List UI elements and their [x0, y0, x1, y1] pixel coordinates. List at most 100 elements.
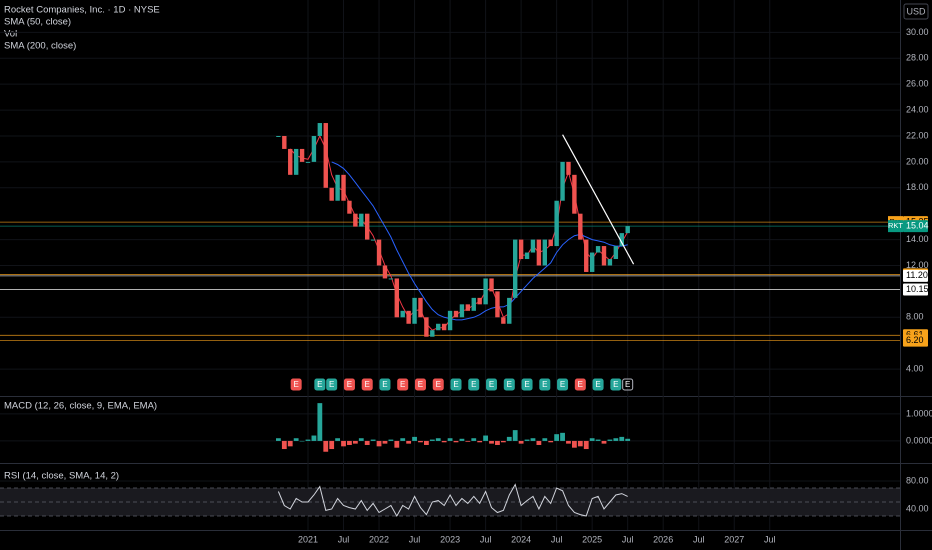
y-tick-label: 0.0000 — [906, 435, 932, 445]
earnings-label: E — [382, 380, 387, 389]
earnings-marker[interactable]: E — [397, 378, 409, 391]
macd-bar — [447, 438, 453, 441]
y-tick-label: 26.00 — [906, 79, 929, 89]
earnings-marker[interactable]: E — [314, 378, 326, 391]
candle — [513, 239, 518, 298]
macd-bar — [287, 440, 293, 447]
earnings-badge — [468, 378, 480, 391]
symbol-title[interactable]: Rocket Companies, Inc. · 1D · NYSE — [4, 5, 160, 16]
macd-bar — [293, 438, 299, 441]
macd-bar — [572, 440, 577, 448]
earnings-badge — [557, 378, 569, 391]
macd-bar — [441, 440, 447, 443]
macd-bar — [317, 403, 323, 441]
candle — [293, 148, 299, 175]
earnings-marker[interactable]: E — [539, 378, 551, 391]
earnings-marker[interactable]: E — [343, 378, 355, 391]
macd-bar — [453, 440, 459, 443]
currency[interactable]: USD — [906, 6, 926, 16]
candle — [430, 330, 435, 337]
candle — [607, 259, 613, 266]
earnings-marker[interactable]: E — [610, 378, 622, 391]
x-tick-label: Jul — [338, 534, 350, 544]
legend-entry[interactable]: Vol — [4, 29, 17, 40]
macd-bar — [607, 439, 613, 441]
earnings-badge — [432, 378, 444, 391]
candle — [536, 239, 542, 266]
candle — [388, 278, 394, 280]
price-label: 6.20 — [906, 335, 924, 345]
macd-bar — [394, 440, 400, 448]
macd-bar — [471, 438, 477, 441]
candle — [323, 123, 328, 188]
earnings-badge — [379, 378, 391, 391]
candle — [394, 278, 399, 318]
candle — [477, 297, 482, 305]
candle — [441, 323, 447, 331]
earnings-badge — [610, 378, 622, 391]
earnings-marker[interactable]: E — [450, 378, 462, 391]
candle — [282, 135, 287, 149]
y-tick-label: 22.00 — [906, 130, 929, 140]
earnings-badge — [486, 378, 498, 391]
candle — [572, 174, 577, 214]
candle — [501, 317, 506, 324]
macd-bar — [619, 436, 625, 441]
macd-bar — [400, 438, 406, 441]
candle — [436, 323, 441, 331]
earnings-marker[interactable]: E — [557, 378, 569, 391]
earnings-marker[interactable]: E — [592, 378, 604, 391]
earnings-badge — [592, 378, 604, 391]
earnings-marker[interactable]: E — [326, 378, 338, 391]
earnings-label: E — [453, 380, 458, 389]
x-tick-label: Jul — [622, 534, 634, 544]
trendline — [562, 134, 635, 265]
earnings-label: E — [293, 380, 298, 389]
candle — [418, 297, 423, 318]
legend-entry[interactable]: SMA (50, close) — [4, 17, 71, 28]
earnings-marker[interactable]: E — [361, 378, 373, 391]
earnings-marker[interactable]: E — [503, 378, 515, 391]
earnings-marker[interactable]: E — [290, 378, 302, 391]
candle — [317, 123, 323, 136]
price-label-box — [903, 334, 928, 347]
macd-bar — [347, 440, 352, 445]
earnings-badge — [450, 378, 462, 391]
earnings-label: E — [436, 380, 441, 389]
earnings-marker[interactable]: E — [379, 378, 391, 391]
macd-bar — [341, 440, 346, 447]
earnings-marker[interactable]: E — [574, 378, 586, 391]
earnings-marker[interactable]: E — [486, 378, 498, 391]
candle — [353, 213, 358, 227]
macd-bar — [376, 440, 382, 447]
earnings-label: E — [625, 380, 630, 389]
macd-title[interactable]: MACD (12, 26, close, 9, EMA, EMA) — [4, 401, 157, 412]
candle — [613, 246, 619, 260]
macd-bar — [518, 440, 524, 444]
macd-bar — [524, 439, 530, 441]
earnings-marker[interactable]: E — [432, 378, 444, 391]
candle — [347, 200, 352, 214]
candle — [507, 297, 512, 324]
macd-bar — [489, 440, 494, 444]
earnings-marker[interactable]: E — [521, 378, 533, 391]
candle — [566, 161, 571, 175]
currency-box[interactable] — [903, 3, 929, 20]
candle — [382, 265, 388, 279]
legend-entry[interactable]: SMA (200, close) — [4, 41, 76, 52]
candle — [305, 161, 311, 163]
y-tick-label: 40.00 — [906, 503, 929, 513]
candle — [584, 239, 589, 272]
earnings-marker[interactable]: E — [468, 378, 480, 391]
candle — [406, 310, 411, 324]
candle — [495, 291, 500, 318]
earnings-marker[interactable]: E — [414, 378, 426, 391]
candle — [625, 226, 630, 234]
macd-bar — [418, 440, 423, 443]
candle — [288, 148, 293, 175]
rsi-title[interactable]: RSI (14, close, SMA, 14, 2) — [4, 471, 119, 482]
earnings-badge — [574, 378, 586, 391]
earnings-marker[interactable]: E — [622, 378, 634, 391]
candle — [554, 200, 559, 247]
